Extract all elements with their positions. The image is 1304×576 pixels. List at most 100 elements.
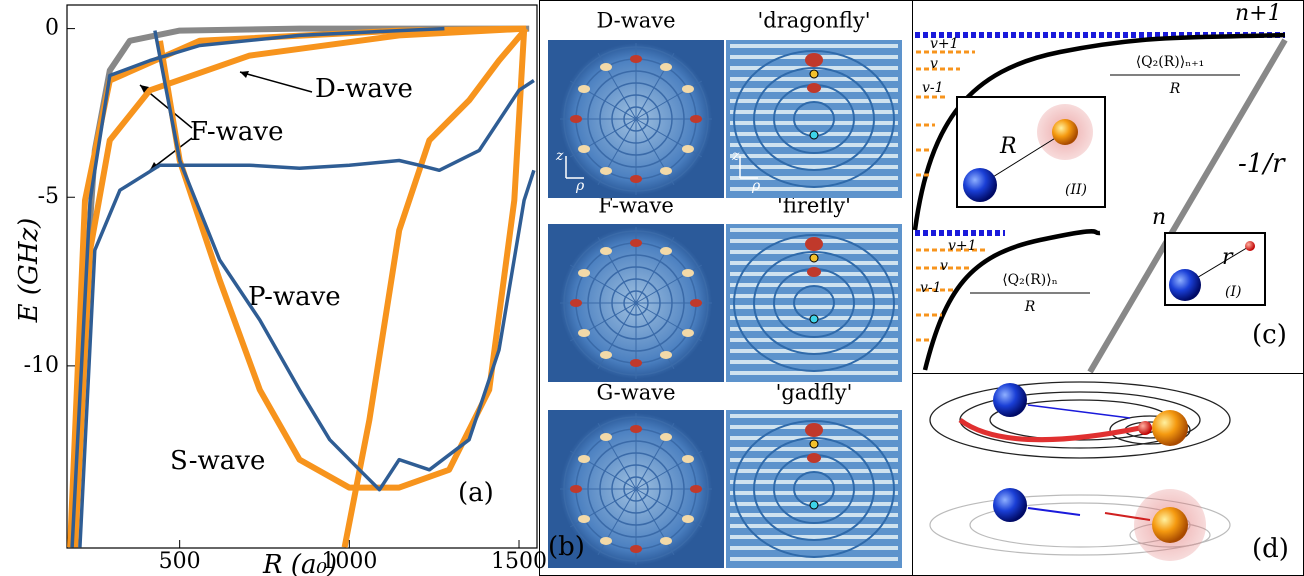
series-line [72, 25, 527, 548]
axis-label: z [555, 148, 564, 164]
arrow [239, 71, 313, 93]
lobe [630, 239, 642, 247]
series-line [153, 30, 536, 492]
fringe-ring [753, 67, 875, 171]
panel-label: (d) [1252, 534, 1289, 564]
panel-label: (b) [548, 532, 585, 562]
fringe-ring [753, 251, 875, 355]
panel-a: E (GHz) R (a₀) D-wave F-wave P-wave S-wa… [14, 4, 547, 576]
lobe [681, 455, 694, 463]
lobe [630, 359, 642, 367]
lobe [681, 145, 694, 153]
vibrational-levels [916, 50, 985, 342]
y-tick-label: -5 [38, 184, 59, 209]
v-label: v+1 [930, 36, 959, 52]
annotation: S-wave [170, 446, 265, 476]
fringe-ring [753, 437, 875, 541]
trajectory [958, 417, 1141, 443]
lobe [660, 536, 672, 545]
wave-title: G-wave [596, 381, 675, 405]
lobe [681, 515, 694, 523]
panel-c: n+1 n v+1 v v-1 v+1 v v-1 ⟨Q₂(R)⟩ₙ₊₁ R ⟨… [912, 0, 1304, 374]
series-line [70, 26, 445, 548]
lobe [681, 329, 694, 337]
atom [1152, 410, 1188, 446]
arrowhead [140, 85, 149, 93]
y-tick-label: -10 [24, 353, 59, 378]
level-label: n [1152, 205, 1166, 230]
v-label: v [930, 56, 938, 72]
panel-d: (d) [912, 373, 1304, 576]
lobe [578, 269, 591, 277]
axis-arrows [565, 156, 758, 179]
expression: ⟨Q₂(R)⟩ₙ [1002, 272, 1058, 288]
series-line [157, 30, 528, 491]
v-label: v-1 [920, 280, 942, 296]
ion [993, 383, 1027, 417]
ion [963, 168, 997, 202]
arrow [1027, 507, 1081, 516]
lobe [570, 115, 582, 123]
level-label: n+1 [1235, 1, 1282, 26]
electron [1138, 421, 1152, 435]
lobe [600, 63, 612, 72]
annotation: F-wave [190, 117, 284, 147]
lobe [660, 433, 672, 442]
lobe [600, 536, 612, 545]
axis-label: ρ [575, 178, 585, 194]
panel-label: (a) [458, 478, 494, 508]
electron [1245, 241, 1255, 251]
fringe-ring [733, 234, 895, 372]
v-label: v [940, 258, 948, 274]
panel-label: (c) [1252, 320, 1287, 350]
lobe [630, 545, 642, 553]
marker [809, 69, 819, 79]
lobe [578, 85, 591, 93]
x-tick-label: 500 [159, 549, 201, 574]
marker [809, 253, 819, 263]
ion [993, 488, 1027, 522]
lobe [805, 237, 823, 251]
lobe [660, 63, 672, 72]
expression: ⟨Q₂(R)⟩ₙ₊₁ [1136, 54, 1205, 70]
arrow [149, 137, 193, 171]
lobe [578, 455, 591, 463]
axis-label: z [731, 148, 740, 164]
coulomb-label: -1/r [1238, 149, 1286, 179]
marker [809, 314, 819, 324]
axis-label: ρ [751, 178, 761, 194]
coulomb-line [1087, 38, 1288, 374]
series-line [78, 79, 535, 548]
lobe [630, 175, 642, 183]
lobe [600, 247, 612, 256]
lobe [600, 166, 612, 175]
marker [809, 130, 819, 140]
x-tick-label: 1000 [321, 549, 377, 574]
y-axis-label: E (GHz) [14, 218, 44, 324]
marker [809, 500, 819, 510]
inset-label: R [999, 134, 1017, 159]
y-tick-label: 0 [45, 16, 59, 41]
lobe [570, 485, 582, 493]
lobe [681, 85, 694, 93]
inset-label: r [1222, 245, 1234, 270]
state-name: 'gadfly' [776, 381, 853, 405]
v-label: v-1 [922, 80, 944, 96]
lobe [805, 423, 823, 437]
state-name: 'dragonfly' [757, 9, 870, 33]
plot-frame [66, 4, 538, 549]
inset-label: (II) [1065, 182, 1087, 198]
marker [809, 439, 819, 449]
lobe [807, 453, 821, 463]
wave-title: D-wave [596, 9, 675, 33]
atom [1052, 119, 1078, 145]
potential-curve [922, 228, 1101, 371]
atom [1152, 507, 1188, 543]
panel-b: D-wave 'dragonfly' F-wave 'firefly' G-wa… [539, 0, 913, 576]
lobe [660, 350, 672, 359]
arrow [1027, 404, 1131, 419]
potential-curve [912, 32, 1286, 231]
lobe [660, 166, 672, 175]
